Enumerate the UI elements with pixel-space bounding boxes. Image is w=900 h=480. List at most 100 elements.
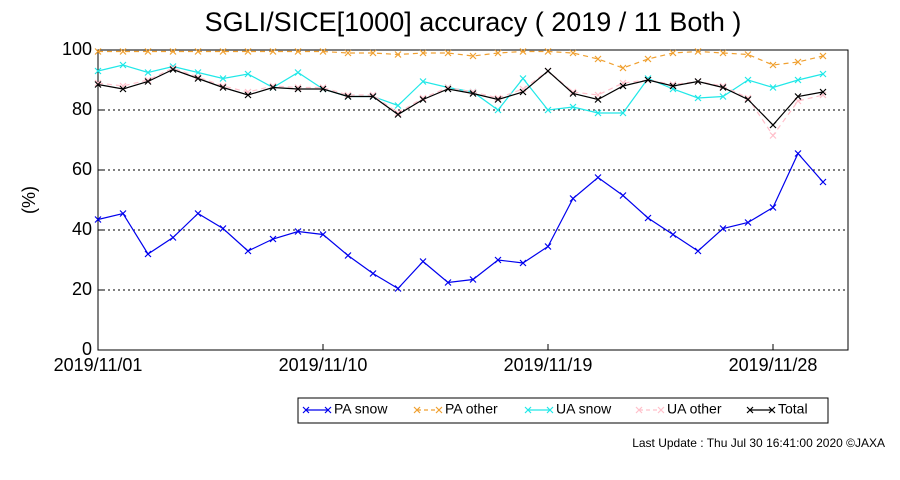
point-marker xyxy=(769,121,777,129)
point-marker xyxy=(94,67,102,75)
point-marker xyxy=(819,70,827,78)
legend-marker xyxy=(324,406,332,414)
point-marker xyxy=(394,285,402,292)
point-marker xyxy=(94,216,102,223)
point-marker xyxy=(519,75,527,82)
point-marker xyxy=(144,78,152,85)
point-marker xyxy=(294,48,302,55)
legend-box xyxy=(297,397,829,424)
point-marker xyxy=(494,256,502,264)
x-tick-label: 2019/11/01 xyxy=(54,355,143,375)
point-marker xyxy=(544,106,552,114)
point-marker xyxy=(219,48,227,55)
point-marker xyxy=(244,247,252,255)
point-marker xyxy=(769,204,777,211)
point-marker xyxy=(669,231,677,238)
legend-label: PA other xyxy=(445,401,498,417)
point-marker xyxy=(744,51,752,58)
legend-label: PA snow xyxy=(334,401,388,417)
legend-marker xyxy=(302,406,310,414)
point-marker xyxy=(269,235,277,243)
point-marker xyxy=(469,276,477,283)
y-axis-label: (%) xyxy=(19,186,39,214)
legend-marker xyxy=(413,406,421,414)
point-marker xyxy=(794,93,802,100)
point-marker xyxy=(744,94,752,102)
point-marker xyxy=(319,231,327,238)
point-marker xyxy=(419,94,427,102)
point-marker xyxy=(769,132,777,139)
point-marker xyxy=(594,55,602,63)
point-marker xyxy=(344,93,352,100)
point-marker xyxy=(819,52,827,60)
point-marker xyxy=(369,49,377,57)
point-marker xyxy=(94,81,102,88)
point-marker xyxy=(544,48,552,55)
series-line xyxy=(97,64,824,114)
y-tick-label: 60 xyxy=(72,159,92,179)
point-marker xyxy=(319,48,327,55)
point-marker xyxy=(819,88,827,96)
point-marker xyxy=(219,75,227,82)
point-marker xyxy=(644,76,652,84)
point-marker xyxy=(344,252,352,259)
series-line xyxy=(98,50,824,69)
point-marker xyxy=(644,55,652,63)
point-marker xyxy=(794,76,802,84)
point-marker xyxy=(719,225,727,232)
point-marker xyxy=(394,102,402,109)
point-marker xyxy=(769,84,777,91)
point-marker xyxy=(694,78,702,85)
legend-marker xyxy=(435,406,443,414)
point-marker xyxy=(144,250,152,258)
series-line xyxy=(97,67,824,137)
point-marker xyxy=(544,67,552,75)
legend-marker xyxy=(657,406,665,414)
y-tick-label: 80 xyxy=(72,99,92,119)
point-marker xyxy=(794,58,802,66)
point-marker xyxy=(94,48,102,55)
point-marker xyxy=(794,150,802,157)
point-marker xyxy=(219,225,227,232)
point-marker xyxy=(119,85,127,93)
point-marker xyxy=(819,91,827,99)
point-marker xyxy=(519,88,527,96)
point-marker xyxy=(294,85,302,93)
y-tick-label: 0 xyxy=(82,339,92,359)
point-marker xyxy=(244,91,252,99)
legend-marker xyxy=(746,406,754,414)
point-marker xyxy=(669,82,677,90)
point-marker xyxy=(744,219,752,226)
point-marker xyxy=(519,259,527,267)
point-marker xyxy=(544,243,552,250)
point-marker xyxy=(494,49,502,57)
x-tick-label: 2019/11/10 xyxy=(279,355,368,375)
point-marker xyxy=(569,49,577,57)
legend-marker xyxy=(524,406,532,414)
legend-label: UA other xyxy=(667,401,722,417)
point-marker xyxy=(494,96,502,103)
point-marker xyxy=(744,76,752,84)
point-marker xyxy=(369,270,377,277)
chart-title: SGLI/SICE[1000] accuracy ( 2019 / 11 Bot… xyxy=(205,7,742,37)
point-marker xyxy=(719,93,727,100)
point-marker xyxy=(694,94,702,102)
series-line xyxy=(97,68,824,126)
point-marker xyxy=(669,81,677,88)
point-marker xyxy=(394,111,402,118)
legend-marker xyxy=(635,406,643,414)
point-marker xyxy=(594,109,602,117)
legend-marker xyxy=(768,406,776,414)
point-marker xyxy=(194,75,202,82)
point-marker xyxy=(769,61,777,69)
point-marker xyxy=(194,210,202,217)
point-marker xyxy=(494,106,502,114)
point-marker xyxy=(469,90,477,97)
point-marker xyxy=(219,84,227,91)
point-marker xyxy=(669,49,677,57)
point-marker xyxy=(119,48,127,55)
point-marker xyxy=(569,103,577,111)
point-marker xyxy=(144,48,152,55)
point-marker xyxy=(444,85,452,93)
